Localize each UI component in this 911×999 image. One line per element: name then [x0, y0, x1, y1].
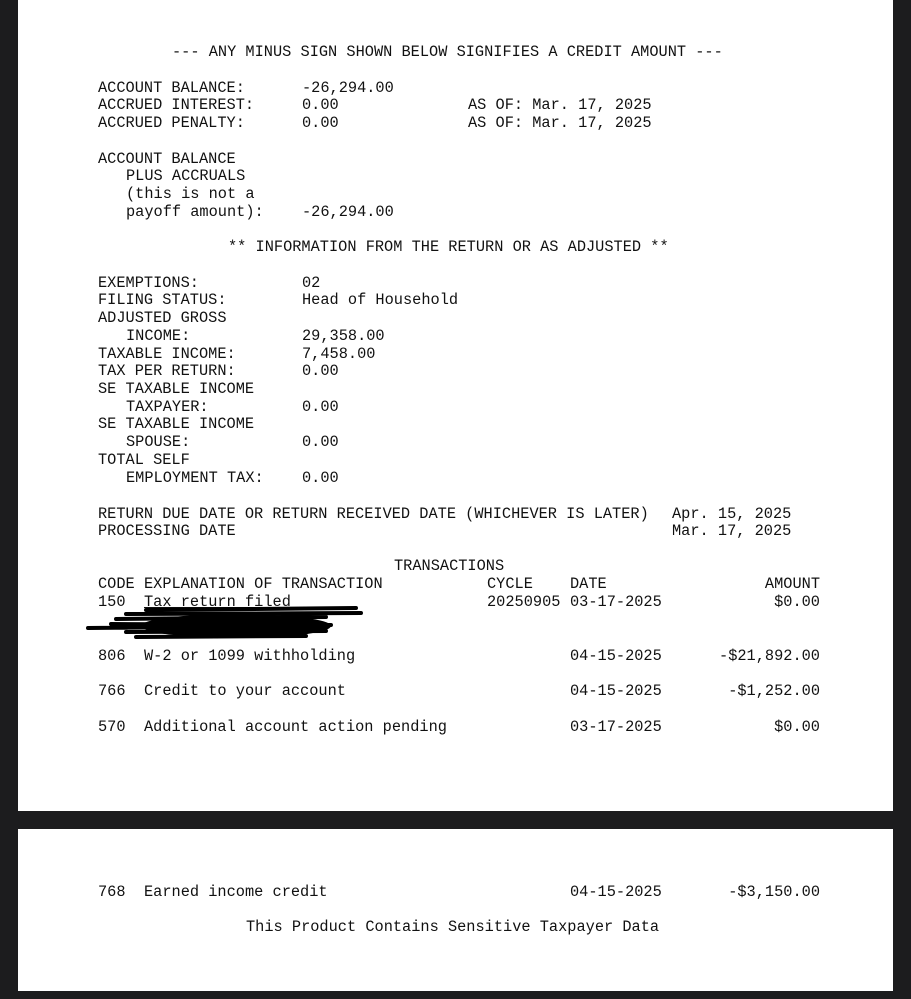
- plus-accruals-value: -26,294.00: [302, 203, 394, 221]
- transaction-code: 570: [98, 718, 126, 736]
- transaction-code: 150: [98, 593, 126, 611]
- se-taxpayer-label-2: TAXPAYER:: [126, 398, 209, 416]
- transaction-explanation: Tax return filed: [144, 593, 291, 611]
- transaction-date: 04-15-2025: [570, 682, 662, 700]
- account-balance-value: -26,294.00: [302, 79, 394, 97]
- col-cycle: CYCLE: [487, 575, 533, 593]
- transaction-amount: $0.00: [774, 718, 820, 736]
- transaction-code: 806: [98, 647, 126, 665]
- plus-accruals-label-2: PLUS ACCRUALS: [126, 167, 246, 185]
- se-spouse-label-1: SE TAXABLE INCOME: [98, 415, 255, 433]
- transaction-amount: -$3,150.00: [728, 883, 820, 901]
- tax-per-return-label: TAX PER RETURN:: [98, 362, 236, 380]
- se-tax-label-1: TOTAL SELF: [98, 451, 190, 469]
- accrued-interest-label: ACCRUED INTEREST:: [98, 96, 255, 114]
- plus-accruals-label-3: (this is not a: [126, 185, 255, 203]
- col-date: DATE: [570, 575, 607, 593]
- processing-date-value: Mar. 17, 2025: [672, 522, 792, 540]
- transcript-page-1: [18, 0, 893, 811]
- se-tax-value: 0.00: [302, 469, 339, 487]
- agi-label-1: ADJUSTED GROSS: [98, 309, 227, 327]
- accrued-penalty-label: ACCRUED PENALTY:: [98, 114, 245, 132]
- return-info-heading: ** INFORMATION FROM THE RETURN OR AS ADJ…: [228, 238, 669, 256]
- plus-accruals-label-4: payoff amount):: [126, 203, 264, 221]
- processing-date-label: PROCESSING DATE: [98, 522, 236, 540]
- transaction-amount: -$1,252.00: [728, 682, 820, 700]
- filing-status-label: FILING STATUS:: [98, 291, 227, 309]
- transaction-explanation: Earned income credit: [144, 883, 328, 901]
- se-taxpayer-value: 0.00: [302, 398, 339, 416]
- transaction-date: 04-15-2025: [570, 883, 662, 901]
- transaction-code: 766: [98, 682, 126, 700]
- agi-value: 29,358.00: [302, 327, 385, 345]
- col-code: CODE: [98, 575, 135, 593]
- transaction-amount: -$21,892.00: [719, 647, 820, 665]
- accrued-penalty-value: 0.00: [302, 114, 339, 132]
- plus-accruals-label-1: ACCOUNT BALANCE: [98, 150, 236, 168]
- transaction-explanation: Credit to your account: [144, 682, 346, 700]
- due-date-label: RETURN DUE DATE OR RETURN RECEIVED DATE …: [98, 505, 649, 523]
- transaction-date: 03-17-2025: [570, 718, 662, 736]
- accrued-penalty-asof: AS OF: Mar. 17, 2025: [468, 114, 652, 132]
- se-tax-label-2: EMPLOYMENT TAX:: [126, 469, 264, 487]
- se-taxpayer-label-1: SE TAXABLE INCOME: [98, 380, 255, 398]
- se-spouse-label-2: SPOUSE:: [126, 433, 191, 451]
- taxable-income-value: 7,458.00: [302, 345, 376, 363]
- transaction-date: 03-17-2025: [570, 593, 662, 611]
- account-balance-label: ACCOUNT BALANCE:: [98, 79, 245, 97]
- filing-status-value: Head of Household: [302, 291, 459, 309]
- credit-notice: --- ANY MINUS SIGN SHOWN BELOW SIGNIFIES…: [172, 43, 723, 61]
- se-spouse-value: 0.00: [302, 433, 339, 451]
- accrued-interest-asof: AS OF: Mar. 17, 2025: [468, 96, 652, 114]
- transaction-explanation: Additional account action pending: [144, 718, 447, 736]
- sensitive-data-footer: This Product Contains Sensitive Taxpayer…: [246, 918, 660, 936]
- transcript-page-2: [18, 829, 893, 991]
- transactions-heading: TRANSACTIONS: [394, 557, 505, 575]
- taxable-income-label: TAXABLE INCOME:: [98, 345, 236, 363]
- agi-label-2: INCOME:: [126, 327, 191, 345]
- transaction-explanation: W-2 or 1099 withholding: [144, 647, 356, 665]
- transaction-amount: $0.00: [774, 593, 820, 611]
- transaction-date: 04-15-2025: [570, 647, 662, 665]
- exemptions-label: EXEMPTIONS:: [98, 274, 199, 292]
- exemptions-value: 02: [302, 274, 321, 292]
- transaction-cycle: 20250905: [487, 593, 561, 611]
- accrued-interest-value: 0.00: [302, 96, 339, 114]
- col-amount: AMOUNT: [764, 575, 820, 593]
- col-explanation: EXPLANATION OF TRANSACTION: [144, 575, 383, 593]
- tax-per-return-value: 0.00: [302, 362, 339, 380]
- transaction-code: 768: [98, 883, 126, 901]
- due-date-value: Apr. 15, 2025: [672, 505, 792, 523]
- redaction-scribble: [86, 606, 363, 639]
